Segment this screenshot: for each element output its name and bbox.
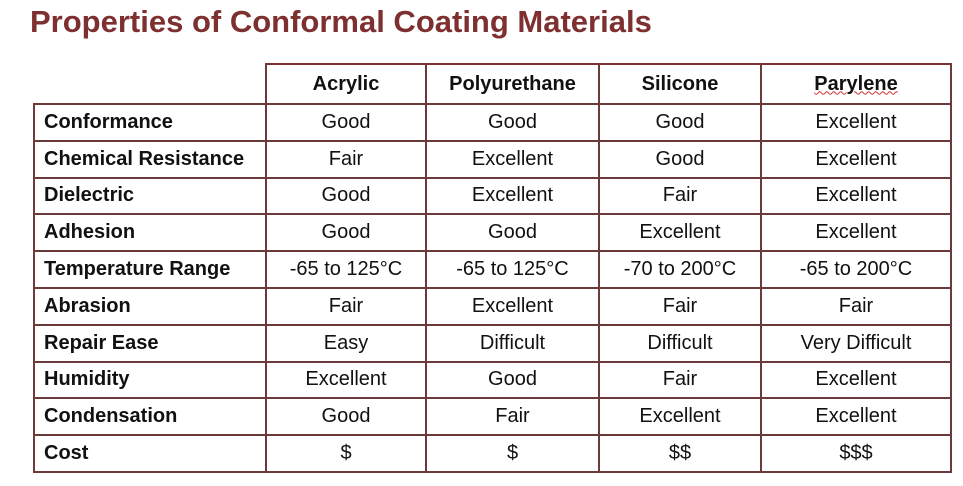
- row-label: Temperature Range: [33, 250, 267, 289]
- table-cell: Fair: [760, 286, 952, 326]
- row-label: Cost: [33, 434, 267, 473]
- table-cell: -65 to 125°C: [425, 250, 600, 289]
- table-cell: Excellent: [425, 139, 600, 179]
- table-row: Repair Ease Easy Difficult Difficult Very Di…: [33, 323, 952, 363]
- table-cell: Excellent: [760, 176, 952, 216]
- table-cell: Fair: [598, 360, 762, 400]
- table-cell: Excellent: [598, 397, 762, 437]
- table-cell: Good: [265, 213, 427, 253]
- table-cell: Good: [598, 139, 762, 179]
- row-label: Chemical Resistance: [33, 139, 267, 179]
- table-cell: Fair: [265, 286, 427, 326]
- corner-cell: [34, 64, 267, 105]
- row-label: Abrasion: [33, 286, 267, 326]
- table-row: Temperature Range -65 to 125°C -65 to 125°…: [33, 250, 952, 289]
- table-cell: Excellent: [265, 360, 427, 400]
- row-label: Condensation: [33, 397, 267, 437]
- table-cell: Excellent: [598, 213, 762, 253]
- row-label: Adhesion: [33, 213, 267, 253]
- table-cell: Good: [265, 103, 427, 142]
- table-cell: Fair: [425, 397, 600, 437]
- table-row: Abrasion Fair Excellent Fair Fair: [33, 286, 952, 326]
- table-cell: Fair: [598, 286, 762, 326]
- column-header: Acrylic: [265, 63, 427, 105]
- table-row: Adhesion Good Good Excellent Excellent: [33, 213, 952, 253]
- table-cell: -70 to 200°C: [598, 250, 762, 289]
- table-cell: Excellent: [760, 397, 952, 437]
- table-cell: $: [265, 434, 427, 473]
- table-cell: $: [425, 434, 600, 473]
- table-cell: Good: [425, 360, 600, 400]
- header-row: Acrylic Polyurethane Silicone Parylene: [34, 63, 952, 105]
- table-cell: Excellent: [760, 103, 952, 142]
- table-row: Condensation Good Fair Excellent Excellent: [33, 397, 952, 437]
- table-cell: $$: [598, 434, 762, 473]
- table-cell: Good: [265, 176, 427, 216]
- row-label: Conformance: [33, 103, 267, 142]
- table-cell: Excellent: [760, 360, 952, 400]
- table-body: Acrylic Polyurethane Silicone Parylene Confo…: [33, 63, 952, 473]
- table-row: Chemical Resistance Fair Excellent Good Exce…: [33, 139, 952, 179]
- table-row: Humidity Excellent Good Fair Excellent: [33, 360, 952, 400]
- table-cell: Fair: [265, 139, 427, 179]
- table-cell: Difficult: [598, 323, 762, 363]
- table-cell: -65 to 200°C: [760, 250, 952, 289]
- table-cell: Good: [265, 397, 427, 437]
- column-header: Silicone: [598, 63, 762, 105]
- row-label: Humidity: [33, 360, 267, 400]
- table-cell: Good: [598, 103, 762, 142]
- row-label: Repair Ease: [33, 323, 267, 363]
- table-cell: Easy: [265, 323, 427, 363]
- table-row: Conformance Good Good Good Excellent: [33, 103, 952, 142]
- table-cell: Good: [425, 213, 600, 253]
- table-cell: Excellent: [425, 286, 600, 326]
- column-header: Parylene: [760, 63, 952, 105]
- table-row: Cost $ $ $$ $$$: [33, 434, 952, 473]
- properties-table: Acrylic Polyurethane Silicone Parylene Confo…: [33, 63, 952, 473]
- table-row: Dielectric Good Excellent Fair Excellent: [33, 176, 952, 216]
- table-cell: Very Difficult: [760, 323, 952, 363]
- table-cell: Good: [425, 103, 600, 142]
- table-cell: Fair: [598, 176, 762, 216]
- page-title: Properties of Conformal Coating Material…: [30, 4, 652, 39]
- table-cell: $$$: [760, 434, 952, 473]
- table-cell: Excellent: [760, 213, 952, 253]
- column-header: Polyurethane: [425, 63, 600, 105]
- table-cell: Excellent: [760, 139, 952, 179]
- table-cell: -65 to 125°C: [265, 250, 427, 289]
- table-cell: Difficult: [425, 323, 600, 363]
- table-cell: Excellent: [425, 176, 600, 216]
- row-label: Dielectric: [33, 176, 267, 216]
